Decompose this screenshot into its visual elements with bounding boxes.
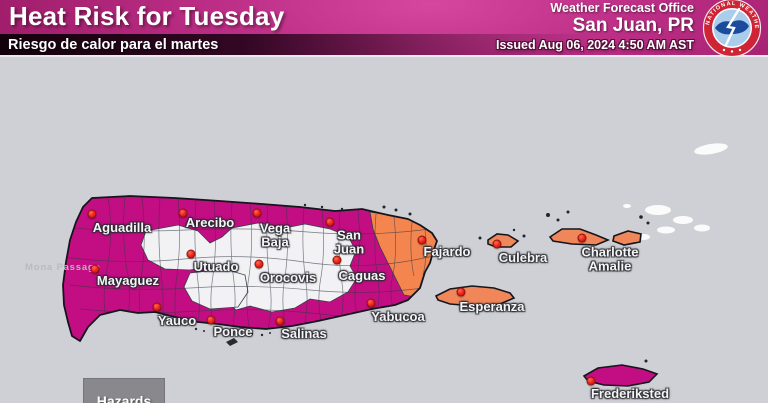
page-title: Heat Risk for Tuesday bbox=[9, 1, 285, 31]
no-risk-region-south bbox=[183, 268, 249, 310]
nws-logo-icon: NATIONAL WEATHER SERVICE bbox=[702, 0, 762, 58]
heat-risk-map: Mona Passage Aguadilla Arecibo Vega Baja… bbox=[0, 57, 768, 403]
city-dot-esperanza bbox=[456, 287, 466, 297]
city-dot-san-juan bbox=[325, 217, 335, 227]
office-location: San Juan, PR bbox=[572, 14, 694, 36]
city-dot-yabucoa bbox=[366, 298, 376, 308]
hazards-tab[interactable]: Hazards bbox=[83, 378, 165, 403]
header-banner: Heat Risk for Tuesday Riesgo de calor pa… bbox=[0, 0, 768, 58]
page-subtitle-spanish: Riesgo de calor para el martes bbox=[8, 37, 219, 53]
city-dot-culebra bbox=[492, 239, 502, 249]
small-islets bbox=[303, 203, 650, 240]
vieques-island bbox=[434, 285, 516, 307]
city-dot-salinas bbox=[275, 316, 285, 326]
issued-timestamp: Issued Aug 06, 2024 4:50 AM AST bbox=[496, 37, 694, 52]
mona-passage-label: Mona Passage bbox=[25, 262, 101, 273]
city-dot-charlotte-amalie bbox=[577, 233, 587, 243]
puerto-rico-island bbox=[62, 195, 438, 342]
cloud-shapes bbox=[623, 143, 728, 240]
city-dot-utuado bbox=[186, 249, 196, 259]
city-dot-arecibo bbox=[178, 208, 188, 218]
city-dot-yauco bbox=[152, 302, 162, 312]
south-islets bbox=[194, 327, 271, 346]
st-john-island bbox=[612, 230, 642, 246]
city-dot-aguadilla bbox=[87, 209, 97, 219]
city-dot-fajardo bbox=[417, 235, 427, 245]
office-block: Weather Forecast Office San Juan, PR Iss… bbox=[496, 1, 694, 52]
header-dark-strip bbox=[0, 34, 768, 55]
city-dot-caguas bbox=[332, 255, 342, 265]
st-croix-island bbox=[582, 364, 659, 387]
office-name: Weather Forecast Office bbox=[550, 1, 694, 15]
city-dot-mayaguez bbox=[90, 264, 100, 274]
city-dot-frederiksted bbox=[586, 376, 596, 386]
city-dot-vega-baja bbox=[252, 208, 262, 218]
city-dot-orocovis bbox=[254, 259, 264, 269]
city-dot-ponce bbox=[206, 315, 216, 325]
map-geography bbox=[62, 143, 728, 387]
